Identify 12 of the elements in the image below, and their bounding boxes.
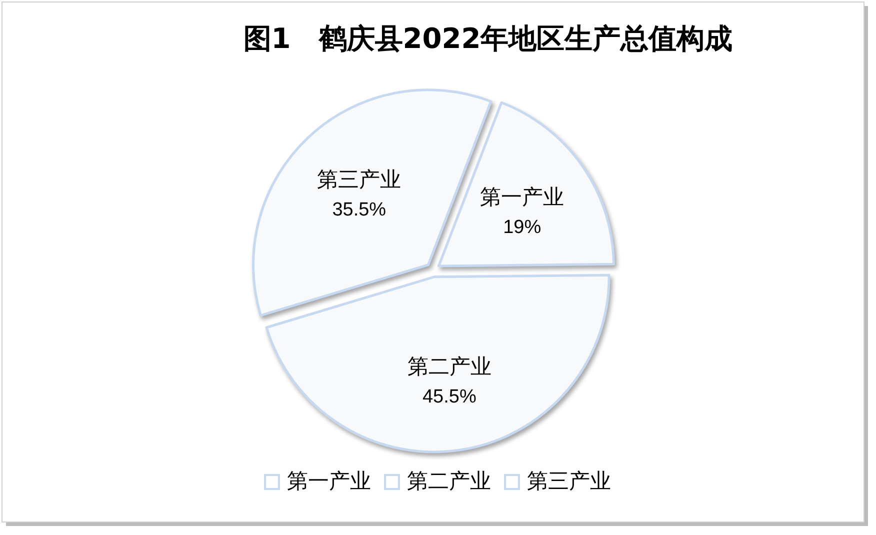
legend-label: 第二产业 <box>407 469 491 493</box>
slice: 第二产业 45.5% <box>265 274 610 454</box>
slice-label: 第一产业 <box>480 185 564 210</box>
slice-label: 第二产业 <box>407 354 492 378</box>
data-label: 35.5% <box>332 200 386 221</box>
data-label: 45.5% <box>422 386 476 408</box>
chart-title: 图1 鹤庆县2022年地区生产总值构成 <box>243 22 733 55</box>
slice: 第一产业 19% <box>438 101 615 268</box>
data-label: 19% <box>503 217 542 238</box>
slice-label: 第三产业 <box>317 168 402 192</box>
legend-label: 第三产业 <box>527 469 611 493</box>
legend-label: 第一产业 <box>287 469 371 493</box>
